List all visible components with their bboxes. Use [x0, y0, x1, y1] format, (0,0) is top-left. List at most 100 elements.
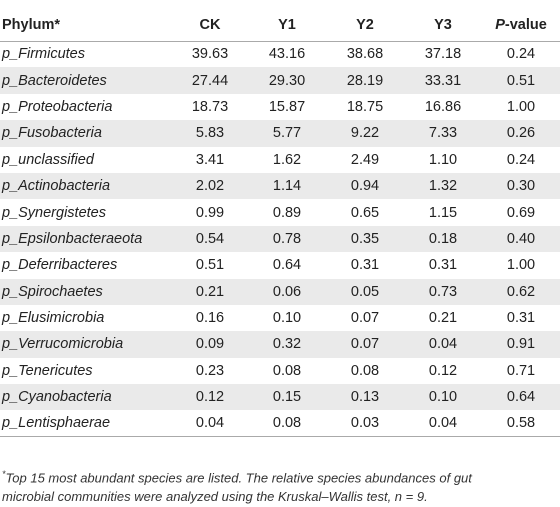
footnote-line-1: Top 15 most abundant species are listed.… — [5, 470, 472, 486]
table-row: p_Spirochaetes 0.21 0.06 0.05 0.73 0.62 — [0, 278, 560, 305]
table-row: p_Cyanobacteria 0.12 0.15 0.13 0.10 0.64 — [0, 384, 560, 411]
cell-phylum: p_Firmicutes — [2, 46, 85, 63]
cell-phylum: p_Fusobacteria — [2, 125, 102, 142]
cell-y1: 1.62 — [272, 151, 302, 168]
table-row: p_Deferribacteres 0.51 0.64 0.31 0.31 1.00 — [0, 252, 560, 278]
cell-y1: 1.14 — [272, 178, 302, 195]
cell-y3: 0.10 — [428, 389, 458, 406]
cell-y2: 0.35 — [350, 230, 380, 247]
cell-phylum: p_Verrucomicrobia — [2, 336, 124, 353]
footnote-marker: * — [2, 469, 6, 479]
cell-y2: 0.08 — [350, 362, 380, 379]
cell-p-value: 0.62 — [506, 283, 536, 300]
cell-ck: 0.54 — [195, 230, 225, 247]
cell-phylum: p_Epsilonbacteraeota — [2, 230, 143, 247]
table-row: p_Elusimicrobia 0.16 0.10 0.07 0.21 0.31 — [0, 305, 560, 331]
cell-p-value: 1.00 — [506, 98, 536, 115]
cell-ck: 0.12 — [195, 389, 225, 406]
table-row: p_Tenericutes 0.23 0.08 0.08 0.12 0.71 — [0, 358, 560, 384]
cell-y3: 0.04 — [428, 336, 458, 353]
cell-p-value: 1.00 — [506, 257, 536, 274]
cell-y1: 15.87 — [268, 98, 306, 115]
cell-ck: 27.44 — [191, 72, 229, 89]
cell-ck: 0.99 — [195, 204, 225, 221]
cell-y3: 0.18 — [428, 230, 458, 247]
table-row: p_Fusobacteria 5.83 5.77 9.22 7.33 0.26 — [0, 120, 560, 147]
cell-y3: 7.33 — [428, 125, 458, 142]
cell-y1: 0.78 — [272, 230, 302, 247]
table-body: p_Firmicutes 39.63 43.16 38.68 37.18 0.24 p_Ba… — [0, 41, 560, 438]
table-row: p_Firmicutes 39.63 43.16 38.68 37.18 0.24 — [0, 41, 560, 67]
cell-y2: 0.07 — [350, 336, 380, 353]
header-phylum: Phylum* — [0, 9, 172, 42]
cell-phylum: p_Cyanobacteria — [2, 389, 112, 406]
cell-y2: 9.22 — [350, 125, 380, 142]
cell-y2: 0.07 — [350, 310, 380, 327]
footnote-line-2: microbial communities were analyzed usin… — [2, 489, 428, 505]
table-footnote: *Top 15 most abundant species are listed… — [2, 465, 552, 506]
cell-y3: 0.12 — [428, 362, 458, 379]
cell-y2: 0.03 — [326, 410, 404, 438]
cell-ck: 0.04 — [172, 410, 248, 438]
cell-y3: 33.31 — [424, 72, 462, 89]
header-p-value: P-value — [482, 9, 560, 42]
cell-p-value: 0.24 — [506, 151, 536, 168]
cell-y1: 0.10 — [272, 310, 302, 327]
cell-y1: 0.06 — [272, 283, 302, 300]
table-row: p_Lentisphaerae 0.04 0.08 0.03 0.04 0.58 — [0, 410, 560, 438]
cell-p-value: 0.64 — [506, 389, 536, 406]
cell-ck: 0.16 — [195, 310, 225, 327]
header-p-suffix: -value — [504, 16, 547, 33]
cell-p-value: 0.31 — [506, 310, 536, 327]
cell-phylum: p_Bacteroidetes — [2, 72, 107, 89]
header-y1: Y1 — [248, 9, 326, 42]
cell-y3: 1.10 — [428, 151, 458, 168]
cell-y3: 0.31 — [428, 257, 458, 274]
cell-y3: 16.86 — [424, 98, 462, 115]
cell-ck: 0.21 — [195, 283, 225, 300]
cell-y2: 0.65 — [350, 204, 380, 221]
table-row: p_Actinobacteria 2.02 1.14 0.94 1.32 0.30 — [0, 172, 560, 200]
cell-phylum: p_Deferribacteres — [2, 257, 118, 274]
cell-y3: 37.18 — [424, 46, 462, 63]
cell-ck: 18.73 — [191, 98, 229, 115]
phylum-abundance-table: Phylum* CK Y1 Y2 Y3 P-value p_Firmicutes… — [0, 9, 560, 438]
cell-y3: 0.73 — [428, 283, 458, 300]
table-row: p_Epsilonbacteraeota 0.54 0.78 0.35 0.18 0.40 — [0, 225, 560, 253]
cell-y1: 0.08 — [272, 362, 302, 379]
cell-y1: 0.89 — [272, 204, 302, 221]
cell-phylum: p_Proteobacteria — [2, 98, 113, 115]
cell-y2: 2.49 — [350, 151, 380, 168]
cell-y2: 0.94 — [350, 178, 380, 195]
cell-phylum: p_Spirochaetes — [2, 283, 103, 300]
cell-p-value: 0.30 — [506, 178, 536, 195]
cell-ck: 2.02 — [195, 178, 225, 195]
cell-p-value: 0.71 — [506, 362, 536, 379]
table-row: p_Verrucomicrobia 0.09 0.32 0.07 0.04 0.91 — [0, 331, 560, 358]
cell-y2: 0.05 — [350, 283, 380, 300]
cell-p-value: 0.58 — [482, 410, 560, 438]
cell-p-value: 0.26 — [506, 125, 536, 142]
cell-ck: 5.83 — [195, 125, 225, 142]
cell-phylum: p_Lentisphaerae — [0, 410, 172, 438]
cell-phylum: p_Tenericutes — [2, 362, 93, 379]
cell-p-value: 0.51 — [506, 72, 536, 89]
cell-y1: 29.30 — [268, 72, 306, 89]
table-row: p_Bacteroidetes 27.44 29.30 28.19 33.31 0.51 — [0, 67, 560, 94]
cell-y3: 1.15 — [428, 204, 458, 221]
cell-ck: 0.23 — [195, 362, 225, 379]
cell-y3: 0.21 — [428, 310, 458, 327]
cell-p-value: 0.24 — [506, 46, 536, 63]
header-ck: CK — [172, 9, 248, 42]
cell-y1: 43.16 — [268, 46, 306, 63]
header-y3: Y3 — [404, 9, 482, 42]
cell-p-value: 0.91 — [506, 336, 536, 353]
cell-y1: 0.32 — [272, 336, 302, 353]
header-row: Phylum* CK Y1 Y2 Y3 P-value — [0, 9, 560, 42]
cell-y2: 18.75 — [346, 98, 384, 115]
header-y2: Y2 — [326, 9, 404, 42]
cell-y2: 0.31 — [350, 257, 380, 274]
cell-phylum: p_Synergistetes — [2, 204, 106, 221]
header-p-letter: P — [495, 16, 505, 33]
